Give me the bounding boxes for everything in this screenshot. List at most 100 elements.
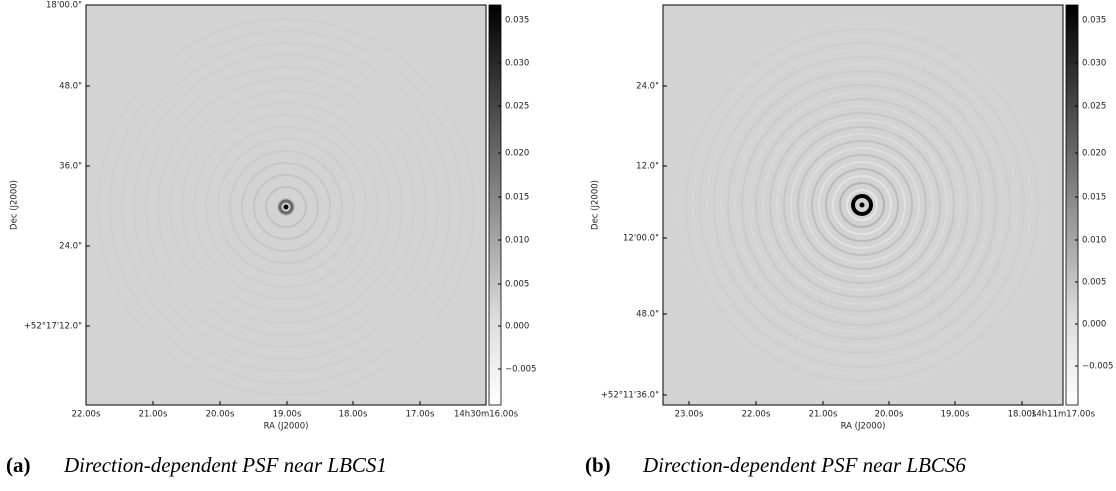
psf-ring bbox=[832, 175, 892, 235]
psf-ring bbox=[97, 18, 475, 396]
psf-ring bbox=[790, 133, 934, 277]
x-tick-label: 19.00s bbox=[273, 410, 302, 420]
psf-ring bbox=[157, 78, 415, 336]
y-tick-label: 36.0" bbox=[59, 162, 82, 172]
psf-ring bbox=[783, 126, 941, 284]
colorbar-tick-label: 0.025 bbox=[1082, 102, 1106, 112]
psf-ring bbox=[727, 70, 997, 340]
psf-ring bbox=[265, 186, 307, 228]
psf-ring bbox=[762, 105, 962, 305]
y-axis-label: Dec (J2000) bbox=[10, 180, 20, 230]
y-tick-label: 12'00.0" bbox=[623, 234, 659, 244]
psf-ring bbox=[685, 28, 1039, 382]
psf-ring bbox=[133, 54, 439, 360]
colorbar-tick-label: 0.005 bbox=[1082, 278, 1106, 288]
colorbar-tick-label: 0.035 bbox=[505, 16, 529, 26]
colorbar-tick-label: −0.005 bbox=[1082, 362, 1113, 372]
colorbar-tick-label: 0.020 bbox=[1082, 149, 1106, 159]
x-tick-label: 22.00s bbox=[742, 410, 771, 420]
colorbar-tick-label: 0.000 bbox=[1082, 320, 1106, 330]
y-tick-label: 12.0" bbox=[636, 162, 659, 172]
psf-ring bbox=[741, 84, 983, 326]
colorbar-tick-label: 0.020 bbox=[505, 149, 529, 159]
colorbar-tick-label: 0.015 bbox=[505, 193, 529, 203]
x-tick-label: 21.00s bbox=[139, 410, 168, 420]
psf-ring bbox=[241, 162, 331, 252]
y-tick-label: 48.0" bbox=[636, 310, 659, 320]
psf-ring bbox=[839, 182, 885, 228]
psf-ring bbox=[678, 21, 1046, 389]
psf-ring bbox=[755, 98, 969, 312]
x-axis-label: RA (J2000) bbox=[841, 422, 886, 432]
x-tick-label: 21.00s bbox=[809, 410, 838, 420]
psf-ring bbox=[734, 77, 990, 333]
y-tick-label: +52°17'12.0" bbox=[24, 322, 82, 332]
caption: Direction-dependent PSF near LBCS1 bbox=[63, 453, 387, 477]
psf-ring bbox=[811, 154, 913, 256]
colorbar-tick-label: 0.010 bbox=[505, 236, 529, 246]
psf-ring bbox=[692, 35, 1032, 375]
psf-ring bbox=[846, 189, 878, 221]
psf-ring bbox=[169, 90, 403, 324]
caption: Direction-dependent PSF near LBCS6 bbox=[642, 453, 966, 477]
caption-label: (a) bbox=[6, 453, 31, 477]
colorbar-tick-label: 0.035 bbox=[1082, 16, 1106, 26]
psf-core bbox=[851, 194, 873, 216]
psf-center bbox=[283, 204, 289, 210]
x-axis-label: RA (J2000) bbox=[264, 422, 309, 432]
x-tick-label: 20.00s bbox=[875, 410, 904, 420]
psf-ring bbox=[713, 56, 1011, 354]
psf-ring bbox=[825, 168, 899, 242]
y-tick-label: 48.0" bbox=[59, 82, 82, 92]
psf-ring bbox=[804, 147, 920, 263]
image-frame bbox=[662, 4, 1064, 406]
psf-ring bbox=[818, 161, 906, 249]
colorbar-tick-label: 0.000 bbox=[505, 322, 529, 332]
y-axis-label: Dec (J2000) bbox=[591, 180, 601, 230]
colorbar-tick-label: 0.010 bbox=[1082, 236, 1106, 246]
psf-center bbox=[859, 202, 865, 208]
psf-ring bbox=[229, 150, 343, 264]
x-tick-label: 17.00s bbox=[406, 410, 435, 420]
colorbar-tick-label: 0.005 bbox=[505, 280, 529, 290]
caption-label: (b) bbox=[585, 453, 611, 477]
x-tick-label: 19.00s bbox=[941, 410, 970, 420]
psf-ring bbox=[769, 112, 955, 298]
x-tick-label: 18.00s bbox=[1008, 410, 1037, 420]
x-tick-label: 23.00s bbox=[675, 410, 704, 420]
y-tick-label: +52°11'36.0" bbox=[601, 391, 659, 401]
psf-ring bbox=[217, 138, 355, 276]
psf-ring bbox=[277, 198, 295, 216]
psf-ring bbox=[720, 63, 1004, 347]
x-tick-label: 18.00s bbox=[339, 410, 368, 420]
y-tick-label: 18'00.0" bbox=[46, 1, 82, 11]
psf-ring bbox=[121, 42, 451, 372]
psf-ring bbox=[193, 114, 379, 300]
y-tick-label: 24.0" bbox=[636, 82, 659, 92]
psf-ring bbox=[253, 174, 319, 240]
psf-ring bbox=[797, 140, 927, 270]
colorbar-tick-label: 0.030 bbox=[1082, 59, 1106, 69]
x-tick-label: 14h30m16.00s bbox=[454, 410, 519, 420]
colorbar bbox=[1065, 4, 1079, 406]
psf-ring bbox=[109, 30, 463, 384]
colorbar-tick-label: 0.025 bbox=[505, 102, 529, 112]
colorbar-tick-label: 0.030 bbox=[505, 59, 529, 69]
x-tick-label: 20.00s bbox=[206, 410, 235, 420]
y-tick-label: 24.0" bbox=[59, 242, 82, 252]
psf-core bbox=[278, 199, 294, 215]
psf-ring bbox=[706, 49, 1018, 361]
colorbar bbox=[488, 4, 502, 406]
x-tick-label: 14h11m17.00s bbox=[1031, 410, 1096, 420]
psf-ring bbox=[145, 66, 427, 348]
psf-ring bbox=[699, 42, 1025, 368]
colorbar-tick-label: 0.015 bbox=[1082, 193, 1106, 203]
colorbar-tick-label: −0.005 bbox=[505, 365, 536, 375]
x-tick-label: 22.00s bbox=[72, 410, 101, 420]
psf-ring bbox=[181, 102, 391, 312]
image-frame bbox=[85, 4, 487, 406]
psf-ring bbox=[748, 91, 976, 319]
psf-ring bbox=[205, 126, 367, 288]
psf-ring bbox=[776, 119, 948, 291]
